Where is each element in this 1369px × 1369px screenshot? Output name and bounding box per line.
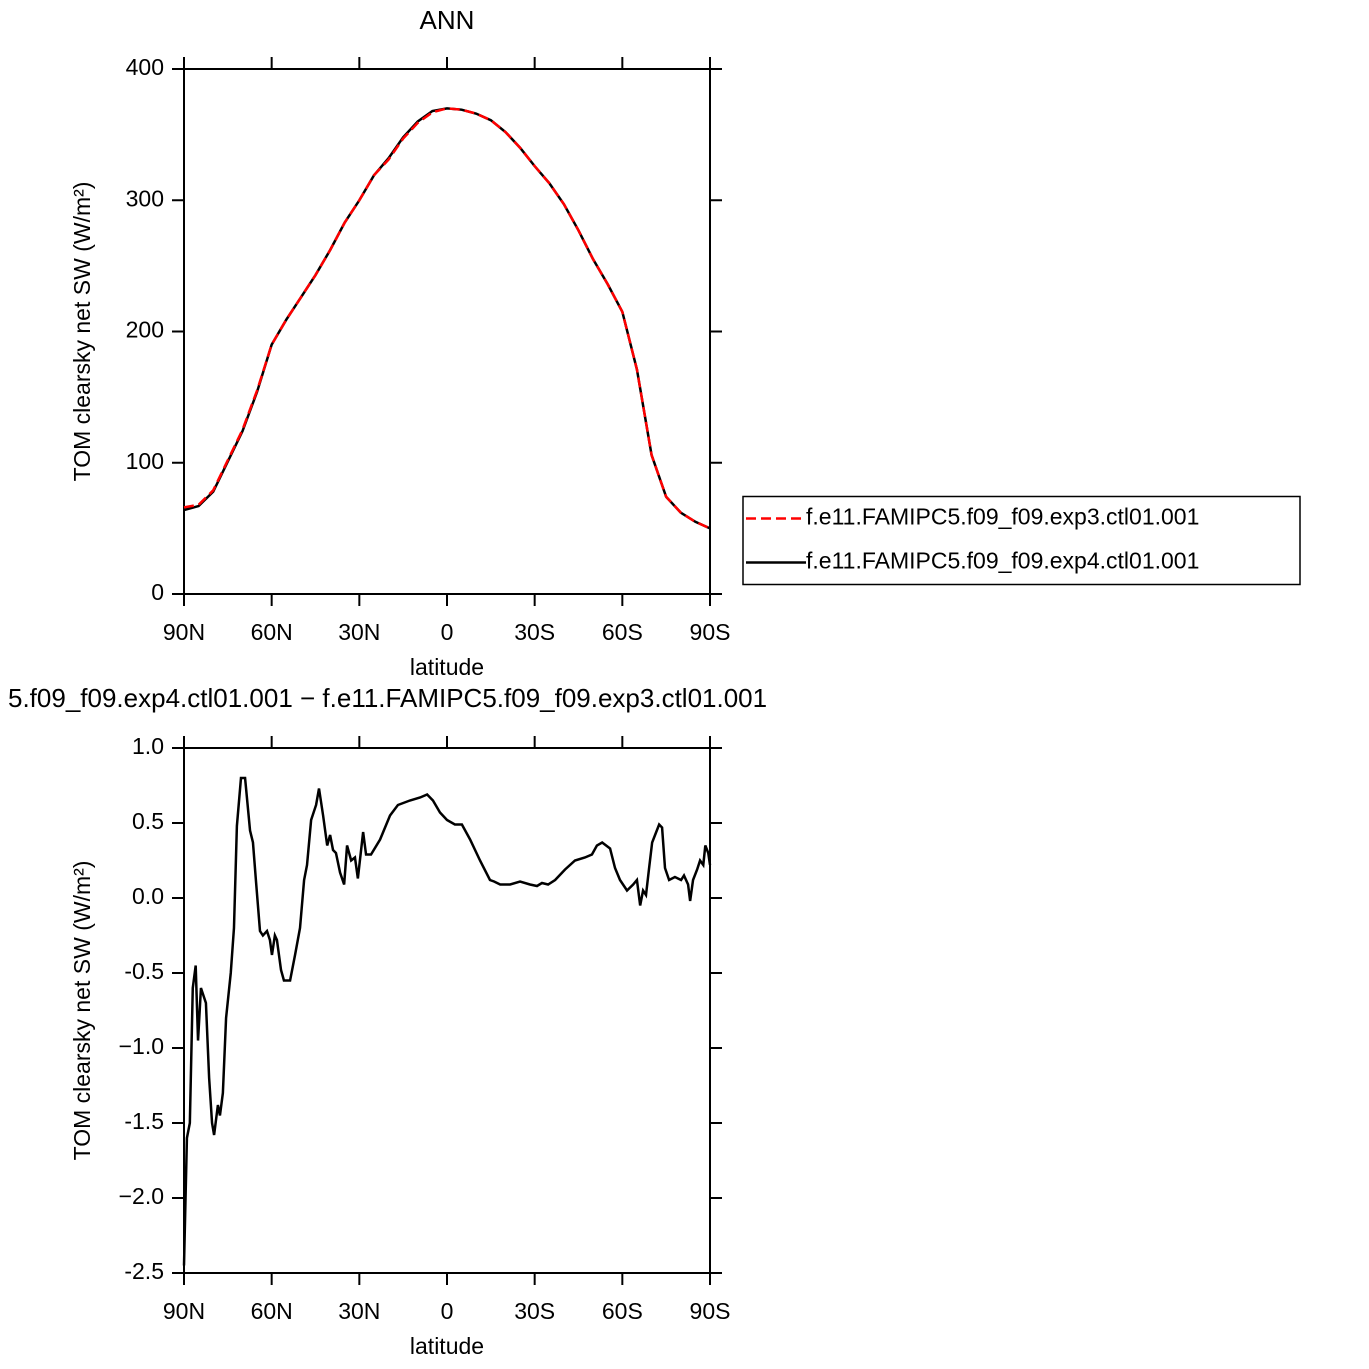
x-tick-label: 90N <box>163 1298 205 1324</box>
panel: 5.f09_f09.exp4.ctl01.001 − f.e11.FAMIPC5… <box>8 683 767 1359</box>
plot-frame <box>183 68 711 595</box>
x-tick-label: 60S <box>602 619 643 645</box>
x-axis-label: latitude <box>410 1333 484 1359</box>
legend-label: f.e11.FAMIPC5.f09_f09.exp3.ctl01.001 <box>806 504 1199 530</box>
y-axis-label: TOM clearsky net SW (W/m²) <box>69 182 95 482</box>
x-tick-label: 90S <box>690 619 731 645</box>
y-tick-label: −1.0 <box>119 1033 164 1059</box>
legend-box <box>742 495 1301 586</box>
y-tick-label: 0 <box>151 579 164 605</box>
chart-title: ANN <box>420 5 475 35</box>
x-tick-label: 60S <box>602 1298 643 1324</box>
x-axis-label: latitude <box>410 654 484 680</box>
y-tick-label: 400 <box>126 54 164 80</box>
y-tick-label: −2.0 <box>119 1183 164 1209</box>
y-tick-label: 100 <box>126 448 164 474</box>
y-axis-label: TOM clearsky net SW (W/m²) <box>69 861 95 1161</box>
y-tick-label: 0.5 <box>132 808 164 834</box>
y-tick-label: 300 <box>126 185 164 211</box>
data-line <box>183 107 711 530</box>
x-tick-label: 30S <box>514 619 555 645</box>
x-tick-label: 90S <box>690 1298 731 1324</box>
data-line <box>182 776 712 1266</box>
x-tick-label: 90N <box>163 619 205 645</box>
y-tick-label: -2.5 <box>124 1258 164 1284</box>
chart-title: 5.f09_f09.exp4.ctl01.001 − f.e11.FAMIPC5… <box>8 683 767 713</box>
y-tick-label: 1.0 <box>132 733 164 759</box>
x-tick-label: 60N <box>251 1298 293 1324</box>
y-tick-label: -0.5 <box>124 958 164 984</box>
y-tick-label: 200 <box>126 317 164 343</box>
plot-frame <box>183 747 711 1274</box>
panel: ANN latitude TOM clearsky net SW (W/m²) 0 10… <box>69 5 1301 680</box>
x-tick-label: 30N <box>338 619 380 645</box>
x-tick-label: 30S <box>514 1298 555 1324</box>
x-tick-label: 0 <box>441 1298 454 1324</box>
y-tick-label: 0.0 <box>132 883 164 909</box>
x-tick-label: 60N <box>251 619 293 645</box>
data-line <box>183 107 711 530</box>
y-tick-label: -1.5 <box>124 1108 164 1134</box>
x-tick-label: 30N <box>338 1298 380 1324</box>
x-tick-label: 0 <box>441 619 454 645</box>
legend-label: f.e11.FAMIPC5.f09_f09.exp4.ctl01.001 <box>806 548 1199 574</box>
legend: f.e11.FAMIPC5.f09_f09.exp3.ctl01.001 f.e1… <box>742 495 1301 586</box>
